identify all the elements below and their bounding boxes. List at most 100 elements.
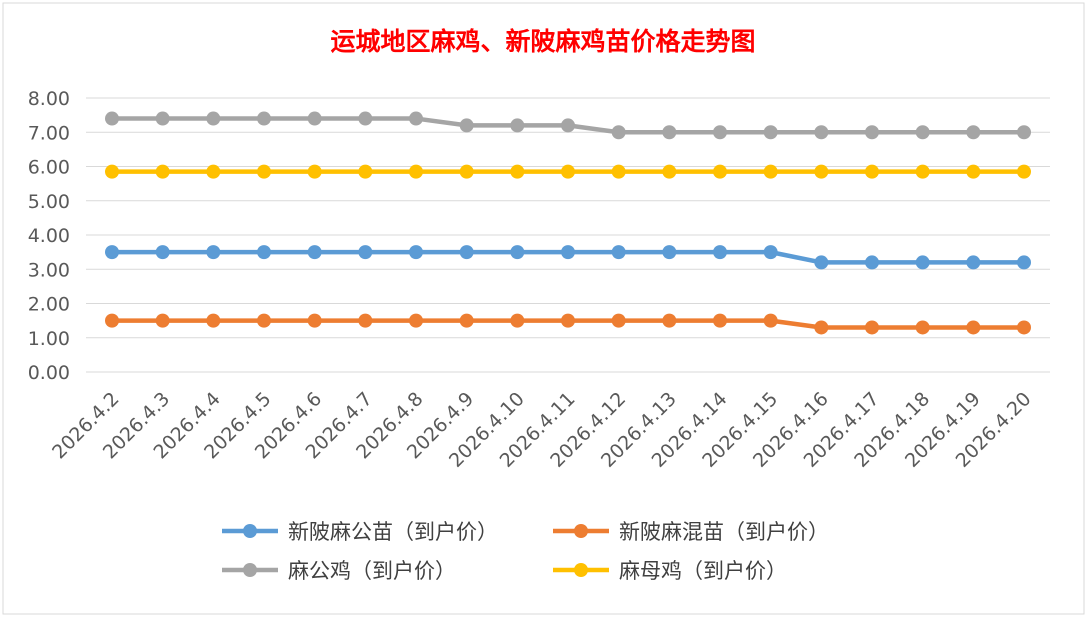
data-point: [763, 164, 778, 179]
data-point: [915, 255, 930, 270]
y-tick-label: 7.00: [28, 122, 70, 144]
data-point: [459, 118, 474, 133]
data-point: [206, 245, 221, 260]
data-point: [966, 125, 981, 140]
data-point: [358, 111, 373, 126]
data-point: [257, 313, 271, 328]
legend: 新陂麻公苗（到户价） 新陂麻混苗（到户价） 麻公鸡（到户价） 麻母鸡（到户价）: [222, 520, 829, 583]
data-point: [155, 313, 170, 328]
data-point: [611, 245, 626, 260]
data-point: [510, 118, 525, 133]
data-point: [307, 313, 322, 328]
data-point: [662, 164, 677, 179]
data-point: [257, 164, 271, 179]
data-point: [814, 164, 829, 179]
legend-label: 麻公鸡（到户价）: [288, 559, 456, 583]
data-point: [763, 245, 778, 260]
data-point: [206, 111, 221, 126]
legend-label: 新陂麻混苗（到户价）: [619, 520, 829, 544]
data-point: [713, 245, 727, 260]
data-point: [409, 164, 423, 179]
data-point: [611, 125, 626, 140]
data-point: [1017, 255, 1031, 270]
data-point: [459, 313, 474, 328]
y-axis-ticks: 0.00 1.00 2.00 3.00 4.00 5.00 6.00 7.00 8.00: [28, 88, 70, 384]
data-point: [206, 313, 221, 328]
data-point: [459, 164, 474, 179]
legend-item: 麻母鸡（到户价）: [553, 559, 787, 583]
data-point: [814, 320, 829, 335]
data-point: [1017, 320, 1031, 335]
data-point: [409, 245, 423, 260]
y-tick-label: 8.00: [28, 88, 70, 110]
legend-label: 新陂麻公苗（到户价）: [288, 520, 498, 544]
data-point: [257, 111, 271, 126]
data-point: [358, 313, 373, 328]
data-point: [561, 245, 575, 260]
data-point: [155, 111, 170, 126]
legend-item: 新陂麻混苗（到户价）: [553, 520, 829, 544]
data-point: [409, 111, 423, 126]
data-point: [713, 164, 727, 179]
data-point: [814, 255, 829, 270]
data-point: [865, 320, 879, 335]
data-point: [662, 245, 677, 260]
data-point: [611, 164, 626, 179]
data-point: [763, 125, 778, 140]
data-point: [713, 313, 727, 328]
data-point: [915, 164, 930, 179]
gridlines: [86, 97, 1050, 373]
y-tick-label: 1.00: [28, 328, 70, 350]
data-point: [561, 118, 575, 133]
data-point: [713, 125, 727, 140]
data-point: [966, 320, 981, 335]
data-point: [814, 125, 829, 140]
data-point: [865, 255, 879, 270]
legend-swatch-marker: [574, 563, 588, 577]
series-3: [105, 164, 1031, 179]
data-point: [915, 320, 930, 335]
chart-title: 运城地区麻鸡、新陂麻鸡苗价格走势图: [330, 27, 755, 56]
data-point: [966, 255, 981, 270]
data-point: [358, 164, 373, 179]
series-1: [105, 313, 1031, 335]
data-point: [510, 164, 525, 179]
data-point: [865, 125, 879, 140]
legend-swatch-marker: [574, 524, 588, 538]
data-point: [105, 313, 119, 328]
data-point: [561, 164, 575, 179]
data-point: [155, 245, 170, 260]
legend-item: 麻公鸡（到户价）: [222, 559, 456, 583]
data-point: [206, 164, 221, 179]
data-point: [105, 164, 119, 179]
data-point: [257, 245, 271, 260]
data-point: [763, 313, 778, 328]
legend-label: 麻母鸡（到户价）: [619, 559, 787, 583]
data-point: [105, 245, 119, 260]
data-point: [155, 164, 170, 179]
data-point: [662, 125, 677, 140]
data-point: [510, 313, 525, 328]
y-tick-label: 5.00: [28, 191, 70, 213]
y-tick-label: 6.00: [28, 157, 70, 179]
data-point: [409, 313, 423, 328]
series-lines: [105, 111, 1031, 335]
data-point: [459, 245, 474, 260]
data-point: [561, 313, 575, 328]
data-point: [510, 245, 525, 260]
data-point: [611, 313, 626, 328]
data-point: [307, 111, 322, 126]
y-tick-label: 2.00: [28, 294, 70, 316]
data-point: [307, 164, 322, 179]
legend-item: 新陂麻公苗（到户价）: [222, 520, 498, 544]
series-0: [105, 245, 1031, 270]
data-point: [865, 164, 879, 179]
y-tick-label: 4.00: [28, 225, 70, 247]
data-point: [662, 313, 677, 328]
data-point: [358, 245, 373, 260]
data-point: [1017, 164, 1031, 179]
data-point: [105, 111, 119, 126]
